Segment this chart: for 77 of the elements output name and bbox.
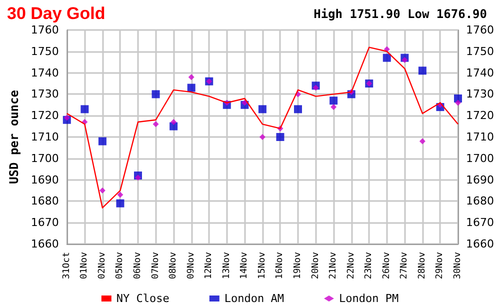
y2-tick-label: 1760 bbox=[466, 24, 494, 36]
x-tick-label: 01Nov bbox=[80, 252, 90, 280]
y2-tick-label: 1680 bbox=[466, 194, 494, 208]
x-tick-label: 07Nov bbox=[150, 252, 161, 280]
x-tick-label: 15Nov bbox=[257, 252, 268, 280]
point bbox=[152, 90, 160, 98]
y-tick-label: 1740 bbox=[30, 66, 59, 80]
y-tick-label: 1730 bbox=[30, 88, 59, 101]
x-tick-label: 22Nov bbox=[346, 252, 356, 280]
point bbox=[187, 84, 196, 92]
y-tick-label: 1700 bbox=[30, 152, 59, 165]
point bbox=[135, 174, 142, 181]
y2-tick-label: 1690 bbox=[466, 173, 494, 186]
y2-tick-label: 1660 bbox=[466, 238, 494, 250]
x-tick-label: 09Nov bbox=[186, 252, 196, 280]
point bbox=[117, 192, 124, 198]
x-tick-label: 13Nov bbox=[222, 252, 232, 280]
y-tick-label: 1680 bbox=[30, 194, 59, 208]
y-tick-label: 1720 bbox=[30, 109, 59, 122]
point bbox=[276, 133, 284, 141]
point bbox=[294, 105, 302, 114]
x-tick-label: 27Nov bbox=[400, 252, 410, 280]
y2-tick-label: 1700 bbox=[466, 152, 494, 165]
x-tick-label: 31Oct bbox=[62, 252, 72, 280]
point bbox=[170, 119, 177, 126]
x-tick-label: 08Nov bbox=[168, 252, 179, 280]
point bbox=[402, 56, 408, 63]
y-tick-label: 1670 bbox=[30, 216, 59, 230]
y2-tick-label: 1750 bbox=[466, 44, 494, 58]
point bbox=[116, 199, 124, 208]
point bbox=[330, 104, 337, 110]
point bbox=[80, 105, 89, 114]
line-series bbox=[66, 46, 459, 208]
point bbox=[419, 138, 426, 144]
point bbox=[259, 134, 266, 140]
x-tick-label: 23Nov bbox=[364, 252, 374, 280]
y2-tick-label: 1670 bbox=[466, 216, 494, 230]
x-tick-label: 16Nov bbox=[275, 252, 286, 280]
y-tick-label: 1760 bbox=[30, 24, 59, 36]
x-tick-label: 30Nov bbox=[453, 252, 463, 280]
point bbox=[98, 137, 106, 146]
y2-tick-label: 1740 bbox=[466, 66, 494, 80]
point bbox=[64, 114, 70, 121]
point bbox=[455, 100, 461, 106]
y-tick-label: 1710 bbox=[30, 130, 59, 144]
point bbox=[330, 96, 338, 105]
y2-tick-label: 1730 bbox=[466, 88, 494, 101]
point bbox=[418, 66, 426, 75]
point bbox=[152, 121, 159, 128]
x-tick-label: 21Nov bbox=[328, 252, 339, 280]
x-tick-label: 29Nov bbox=[435, 252, 446, 280]
x-tick-label: 28Nov bbox=[417, 252, 428, 280]
x-tick-label: 14Nov bbox=[240, 252, 250, 280]
legend-label: NY Close bbox=[116, 292, 170, 305]
point bbox=[188, 74, 194, 80]
x-tick-label: 20Nov bbox=[310, 252, 321, 280]
y-tick-label: 1750 bbox=[30, 44, 59, 58]
x-tick-label: 05Nov bbox=[115, 252, 126, 280]
y-axis-title: USD per ounce bbox=[7, 90, 21, 184]
y2-tick-label: 1710 bbox=[466, 130, 494, 144]
legend-label: London PM bbox=[338, 292, 399, 305]
y-tick-label: 1690 bbox=[30, 173, 59, 186]
y-tick-label: 1660 bbox=[30, 238, 59, 250]
y2-tick-label: 1720 bbox=[466, 109, 494, 122]
chart-title: 30 Day Gold bbox=[7, 4, 106, 23]
point bbox=[242, 100, 248, 106]
x-tick-label: 02Nov bbox=[97, 252, 108, 280]
chart-subtitle: High 1751.90 Low 1676.90 bbox=[314, 7, 487, 21]
x-tick-label: 19Nov bbox=[293, 252, 303, 280]
point bbox=[258, 105, 266, 114]
x-tick-label: 12Nov bbox=[204, 252, 214, 280]
x-tick-label: 26Nov bbox=[382, 252, 392, 280]
point bbox=[382, 54, 391, 62]
x-tick-label: 06Nov bbox=[133, 252, 144, 280]
legend-label: London AM bbox=[224, 292, 284, 305]
point bbox=[99, 188, 106, 194]
point bbox=[312, 84, 319, 91]
